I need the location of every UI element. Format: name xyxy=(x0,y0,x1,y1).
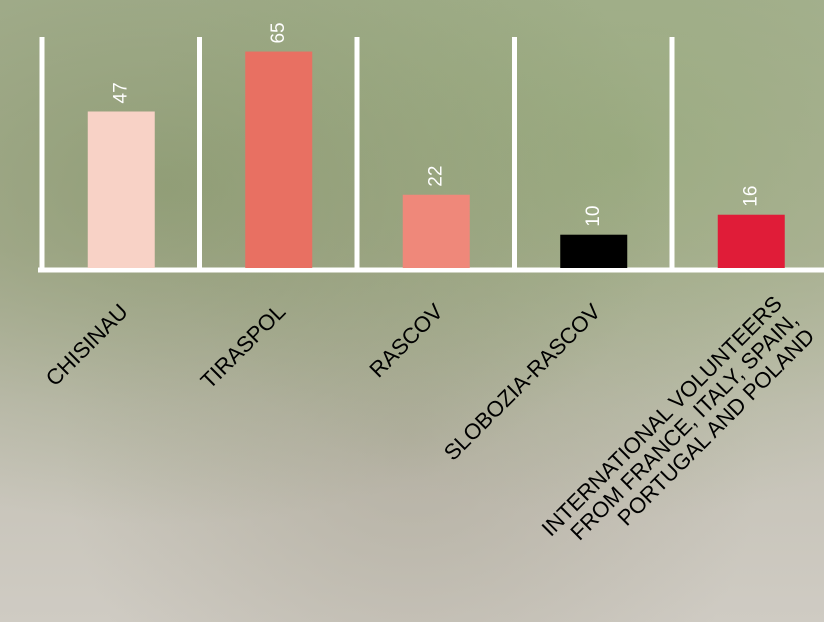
bar xyxy=(402,194,470,268)
x-tick-label: RASCOV xyxy=(364,299,448,383)
x-tick-label: TIRASPOL xyxy=(196,299,291,394)
value-label: 22 xyxy=(425,166,446,187)
bar xyxy=(245,51,313,268)
value-label: 16 xyxy=(740,186,761,207)
bar xyxy=(717,214,785,268)
bar xyxy=(87,111,155,269)
x-tick-label: SLOBOZIA-RASCOV xyxy=(439,299,606,466)
bar xyxy=(560,234,628,268)
value-label: 47 xyxy=(110,82,131,103)
value-label: 10 xyxy=(583,206,604,227)
x-tick-label: CHISINAU xyxy=(41,299,133,391)
value-label: 65 xyxy=(268,22,289,43)
